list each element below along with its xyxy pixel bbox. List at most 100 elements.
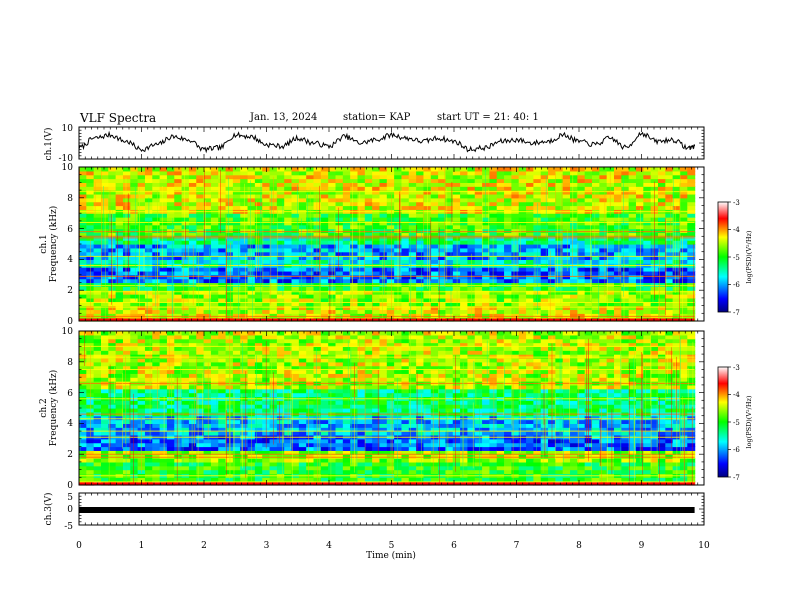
spectrogram-cell (386, 286, 395, 291)
spectrogram-cell (240, 224, 249, 230)
spectrogram-cell (203, 350, 212, 355)
spectrogram-cell (482, 167, 491, 172)
spectrogram-cell (606, 201, 615, 207)
spectrogram-cell (687, 182, 696, 187)
spectrogram-cell (460, 309, 469, 314)
spectrogram-cell (240, 244, 249, 249)
spectrogram-cell (313, 213, 322, 218)
spectrogram-cell (240, 431, 249, 436)
spectrogram-cell (335, 286, 344, 291)
spectrogram-cell (599, 297, 608, 303)
spectrogram-cell (687, 290, 696, 295)
spectrogram-cell (606, 274, 615, 280)
spectrogram-cell (416, 255, 425, 260)
spectrogram-cell (416, 313, 425, 318)
spectrogram-cell (562, 174, 571, 180)
spectrogram-cell (93, 384, 102, 390)
spectrogram-cell (599, 282, 608, 287)
spectrogram-cell (232, 346, 241, 351)
spectrogram-cell (240, 247, 249, 253)
spectrogram-cell (599, 182, 608, 187)
spectrogram-cell (364, 270, 373, 276)
spectrogram-cell (489, 186, 498, 191)
spectrogram-cell (298, 167, 307, 172)
spectrogram-cell (562, 255, 571, 260)
spectrogram-cell (210, 301, 219, 307)
spectrogram-cell (298, 259, 307, 264)
spectrogram-cell (482, 244, 491, 249)
spectrogram-cell (115, 186, 124, 191)
spectrogram-cell (526, 197, 534, 203)
spectrogram-cell (218, 419, 227, 424)
spectrogram-cell (203, 419, 212, 424)
spectrogram-cell (665, 270, 674, 276)
spectrogram-cell (628, 228, 637, 234)
spectrogram-cell (269, 251, 278, 257)
spectrogram-cell (166, 186, 175, 191)
spectrogram-cell (159, 454, 168, 459)
spectrogram-cell (350, 201, 359, 207)
spectrogram-cell (269, 301, 278, 307)
spectrogram-cell (650, 286, 659, 291)
spectrogram-cell (174, 331, 183, 336)
spectrogram-cell (115, 167, 124, 172)
spectrogram-cell (79, 346, 87, 351)
spectrogram-cell (562, 170, 571, 176)
spectrogram-cell (152, 186, 161, 191)
spectrogram-cell (592, 220, 600, 226)
spectrogram-cell (504, 286, 512, 291)
spectrogram-cell (130, 369, 139, 374)
spectrogram-cell (174, 313, 183, 318)
spectrogram-cell (614, 205, 622, 210)
spectrogram-cell (386, 305, 395, 311)
spectrogram-cell (350, 170, 359, 176)
spectrogram-cell (240, 313, 249, 318)
spectrogram-cell (504, 301, 512, 307)
spectrogram-cell (562, 224, 571, 230)
spectrogram-cell (108, 167, 117, 172)
spectrogram-cell (438, 193, 447, 199)
spectrogram-cell (540, 232, 549, 237)
spectrogram-cell (438, 305, 447, 311)
spectrogram-cell (137, 255, 146, 260)
spectrogram-cell (445, 193, 454, 199)
spectrogram-cell (122, 404, 131, 409)
spectrogram-cell (284, 220, 293, 226)
spectrogram-cell (240, 167, 249, 172)
spectrogram-cell (364, 217, 373, 222)
spectrogram-cell (584, 278, 593, 284)
spectrogram-cell (687, 282, 696, 287)
spectrogram-cell (247, 267, 256, 272)
spectrogram-cell (599, 244, 608, 249)
spectrogram-cell (79, 408, 87, 413)
spectrogram-cell (166, 313, 175, 318)
spectrogram-cell (79, 313, 87, 318)
spectrogram-cell (665, 190, 674, 195)
spectrogram-cell (93, 415, 102, 421)
spectrogram-cell (218, 193, 227, 199)
spectrogram-cell (342, 309, 351, 314)
spectrogram-cell (79, 369, 87, 374)
spectrogram-cell (232, 267, 241, 272)
spectrogram-cell (159, 384, 168, 390)
spectrogram-cell (687, 274, 696, 280)
spectrogram-cell (643, 305, 652, 311)
spectrogram-cell (188, 477, 197, 482)
spectrogram-cell (511, 197, 520, 203)
spectrogram-cell (159, 186, 168, 191)
spectrogram-cell (504, 278, 512, 284)
spectrogram-cell (635, 240, 644, 245)
spectrogram-cell (276, 190, 285, 195)
spectrogram-cell (672, 220, 681, 226)
spectrogram-cell (628, 270, 637, 276)
spectrogram-cell (518, 274, 527, 280)
spectrogram-cell (635, 170, 644, 176)
spectrogram-cell (166, 442, 175, 448)
spectrogram-cell (408, 244, 417, 249)
spectrogram-cell (203, 373, 212, 378)
spectrogram-cell (401, 251, 410, 257)
spectrogram-cell (218, 224, 227, 230)
spectrogram-cell (152, 236, 161, 241)
spectrogram-cell (364, 301, 373, 307)
spectrogram-cell (79, 442, 87, 448)
